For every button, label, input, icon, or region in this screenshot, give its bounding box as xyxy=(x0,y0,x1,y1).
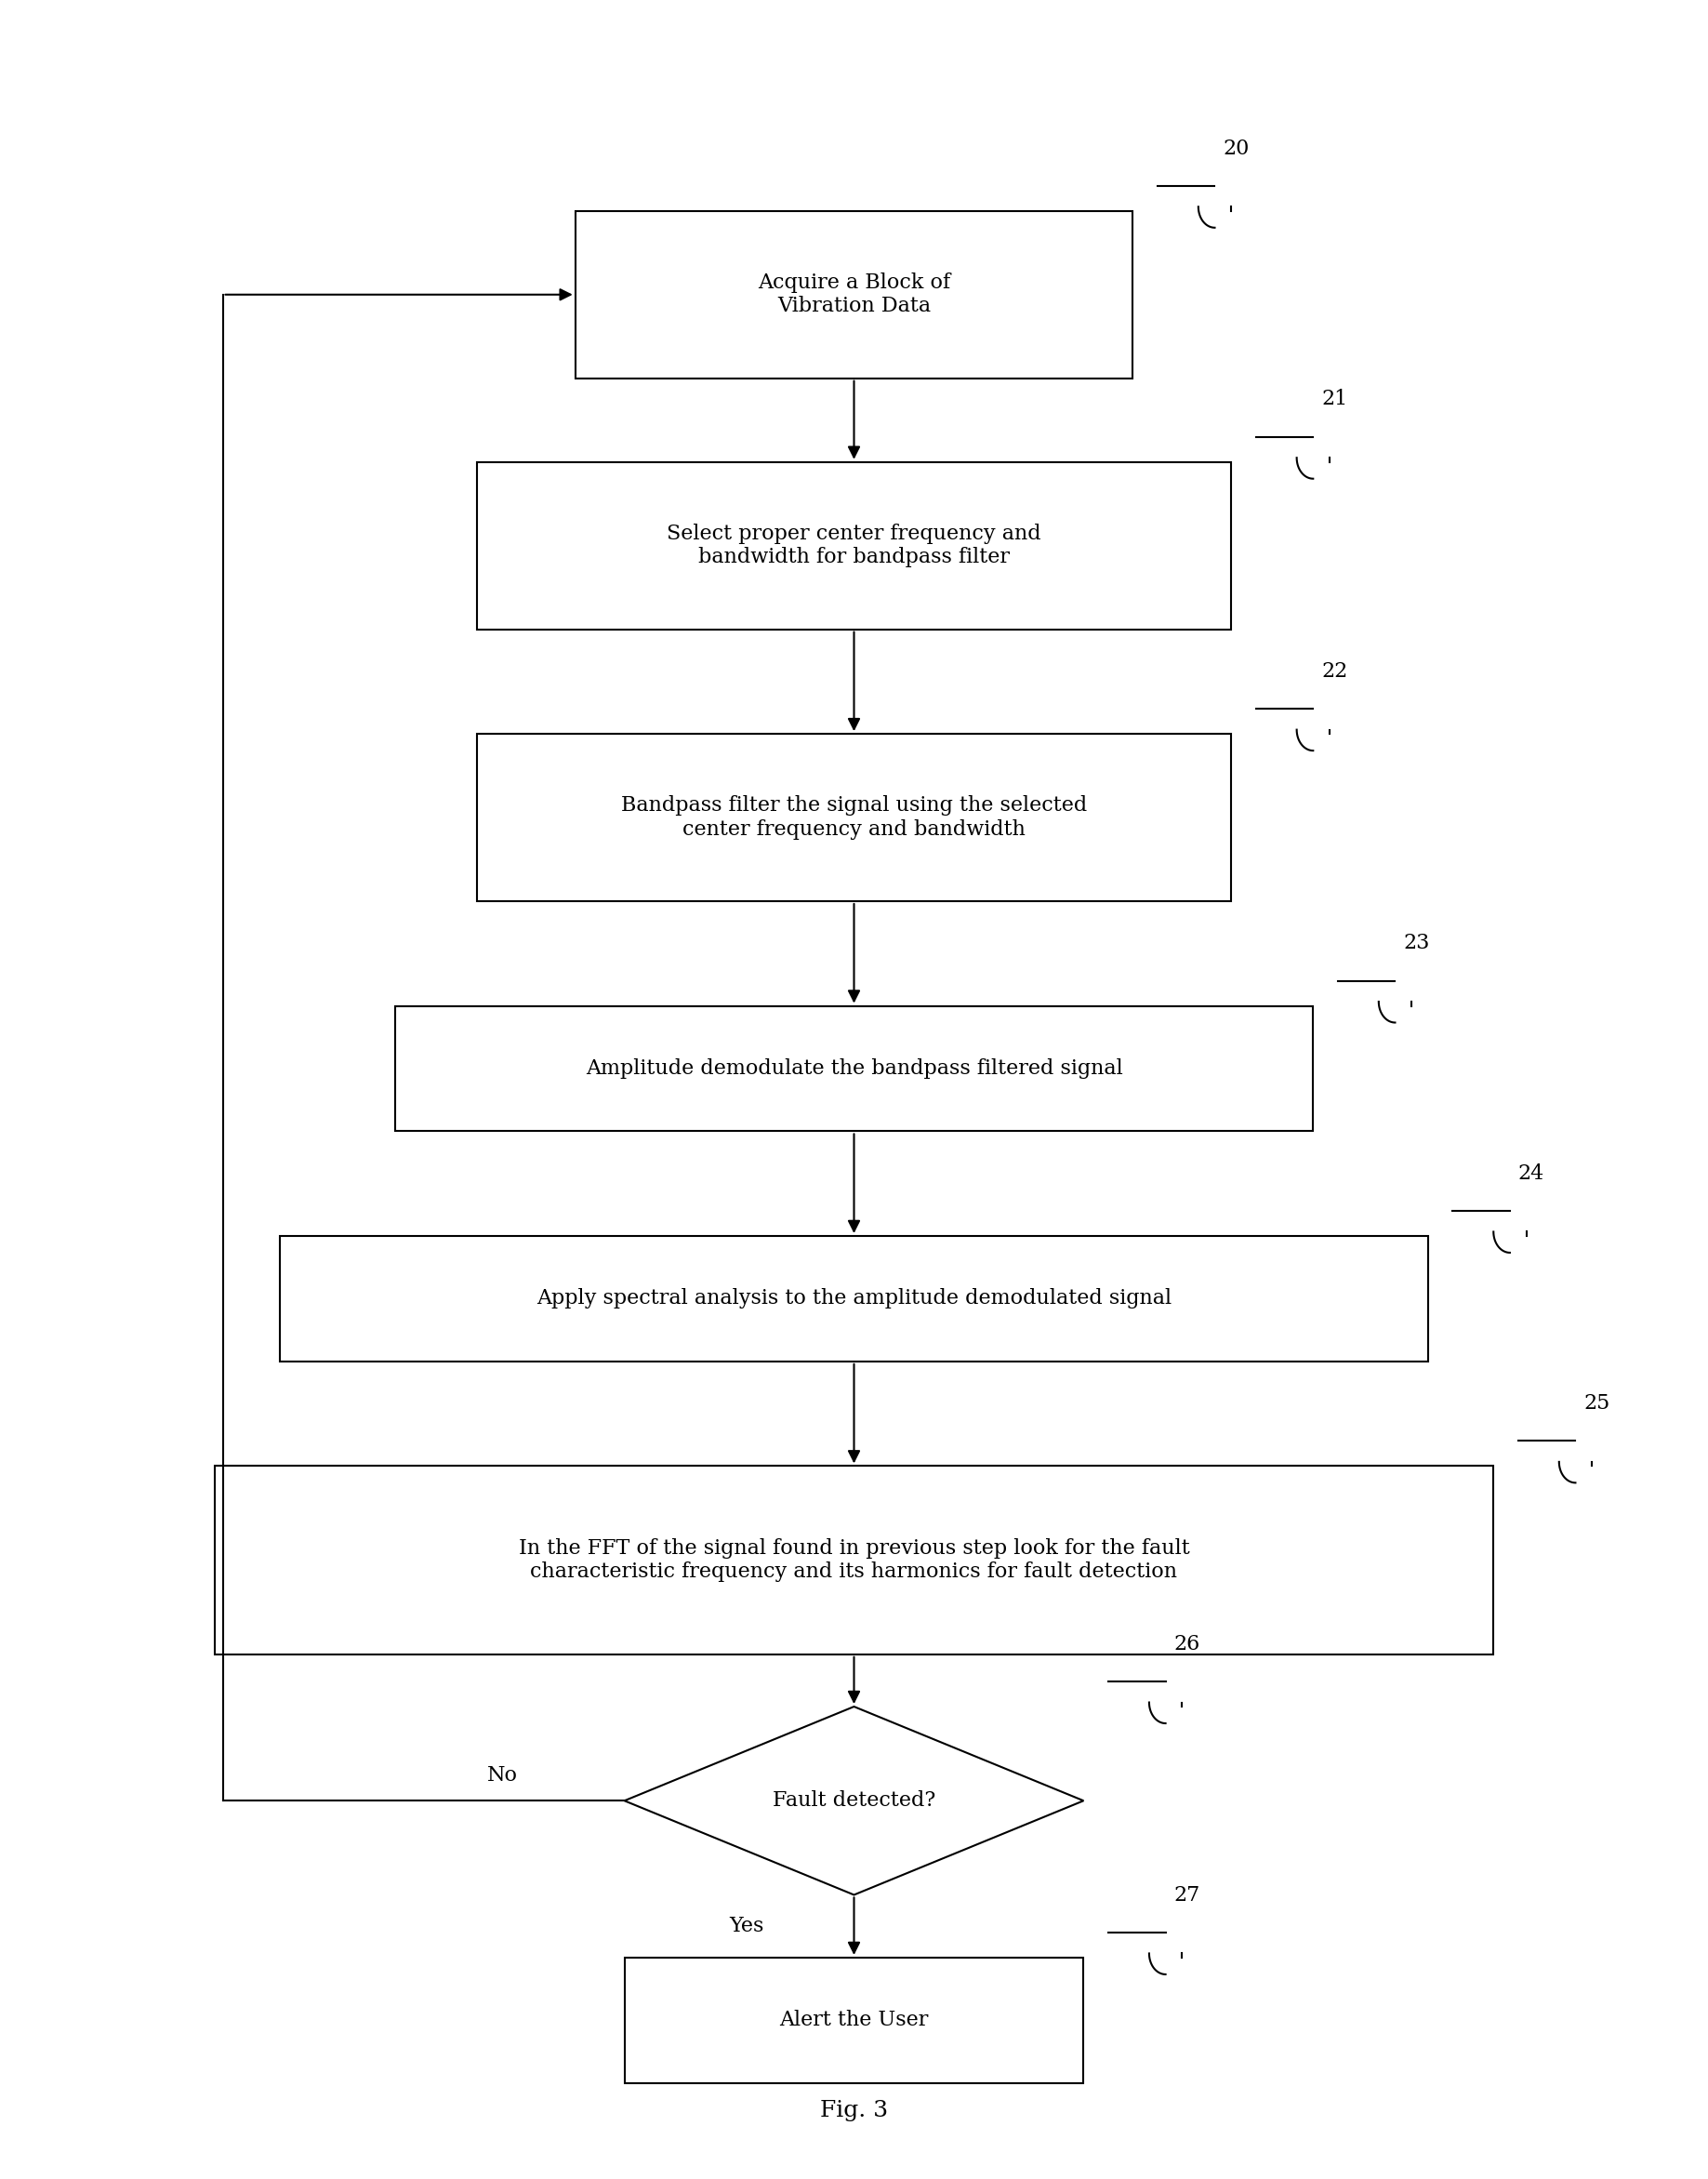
FancyBboxPatch shape xyxy=(395,1007,1313,1131)
Text: No: No xyxy=(487,1765,518,1787)
Text: In the FFT of the signal found in previous step look for the fault
characteristi: In the FFT of the signal found in previo… xyxy=(519,1538,1189,1582)
Text: Alert the User: Alert the User xyxy=(779,2011,929,2031)
Text: Apply spectral analysis to the amplitude demodulated signal: Apply spectral analysis to the amplitude… xyxy=(536,1288,1172,1310)
Text: Select proper center frequency and
bandwidth for bandpass filter: Select proper center frequency and bandw… xyxy=(666,523,1042,569)
Text: 25: 25 xyxy=(1583,1392,1611,1414)
FancyBboxPatch shape xyxy=(215,1466,1493,1654)
Text: 21: 21 xyxy=(1322,390,1348,410)
FancyBboxPatch shape xyxy=(477,462,1231,630)
Text: 20: 20 xyxy=(1223,137,1249,159)
Text: Amplitude demodulate the bandpass filtered signal: Amplitude demodulate the bandpass filter… xyxy=(586,1059,1122,1079)
FancyBboxPatch shape xyxy=(280,1235,1428,1362)
Text: Bandpass filter the signal using the selected
center frequency and bandwidth: Bandpass filter the signal using the sel… xyxy=(622,795,1086,839)
Text: 22: 22 xyxy=(1322,660,1348,682)
FancyBboxPatch shape xyxy=(477,734,1231,902)
Text: 24: 24 xyxy=(1518,1164,1544,1183)
Text: Yes: Yes xyxy=(729,1915,763,1937)
Text: 23: 23 xyxy=(1404,933,1430,954)
FancyBboxPatch shape xyxy=(576,211,1132,379)
Text: Fault detected?: Fault detected? xyxy=(772,1791,936,1811)
Text: Acquire a Block of
Vibration Data: Acquire a Block of Vibration Data xyxy=(758,272,950,316)
FancyBboxPatch shape xyxy=(625,1957,1083,2083)
Text: 27: 27 xyxy=(1173,1885,1201,1904)
Text: 26: 26 xyxy=(1173,1634,1201,1654)
Text: Fig. 3: Fig. 3 xyxy=(820,2101,888,2120)
Polygon shape xyxy=(625,1706,1083,1896)
